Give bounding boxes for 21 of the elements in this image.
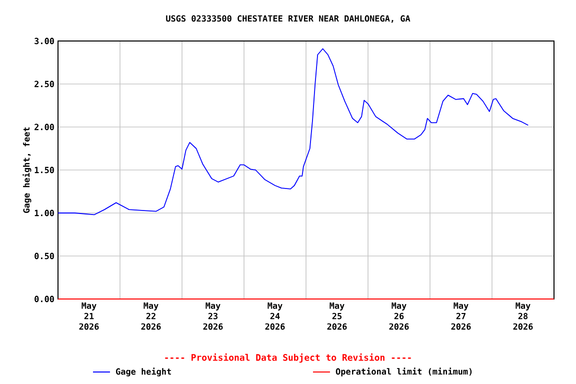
y-tick-label: 2.00: [34, 124, 54, 130]
y-tick-label: 3.00: [34, 38, 54, 44]
line-series: [58, 48, 529, 216]
x-tick-label: May 25 2026: [327, 302, 347, 330]
y-tick-label: 1.00: [34, 210, 54, 216]
y-tick-label: 2.50: [34, 80, 54, 88]
y-tick-label: 0.00: [34, 296, 54, 302]
x-tick-label: May 22 2026: [141, 302, 161, 330]
y-tick-label: 1.50: [34, 166, 54, 174]
legend-label: Operational limit (minimum): [336, 368, 472, 376]
x-tick-label: May 23 2026: [203, 302, 223, 330]
x-tick-label: May 28 2026: [513, 302, 533, 330]
y-axis-title: Gage height, feet: [22, 127, 32, 213]
x-tick-label: May 21 2026: [79, 302, 99, 330]
legend-label: Gage height: [116, 368, 171, 376]
x-tick-label: May 26 2026: [389, 302, 409, 330]
chart-title: USGS 02333500 CHESTATEE RIVER NEAR DAHLONEGA, GA: [166, 15, 410, 23]
x-tick-label: May 24 2026: [265, 302, 285, 330]
y-tick-label: 0.50: [34, 252, 54, 260]
x-tick-label: May 27 2026: [451, 302, 471, 330]
text: ---- Provisional Data Subject to Revision ----: [165, 353, 411, 363]
